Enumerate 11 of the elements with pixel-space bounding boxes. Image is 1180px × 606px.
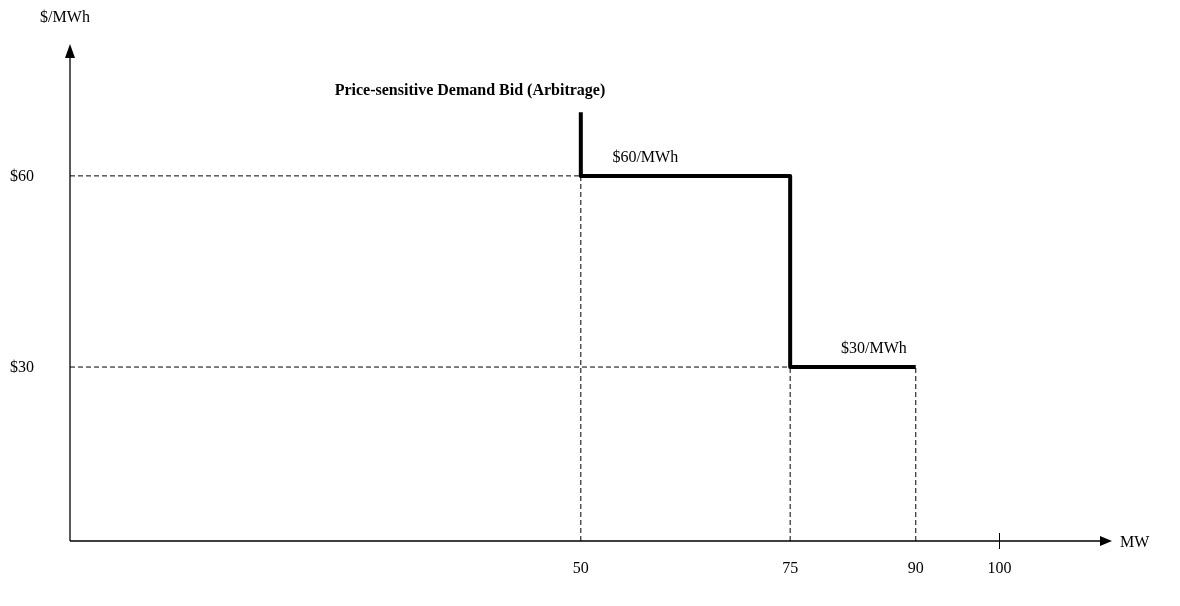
x-tick-label: 75 [782, 559, 799, 576]
y-tick-label: $30 [10, 358, 34, 376]
x-tick-label: 100 [987, 559, 1012, 576]
x-tick-label: 90 [907, 559, 924, 576]
y-axis-title: $/MWh [40, 8, 90, 25]
x-axis-title: MW [1120, 533, 1151, 550]
annotation: $30/MWh [841, 339, 907, 357]
text: Price-sensitive Demand Bid (Arbitrage) [334, 81, 606, 99]
x-tick-label: 50 [572, 559, 589, 576]
annotation: $60/MWh [612, 147, 679, 165]
y-tick-label: $60 [10, 166, 34, 184]
